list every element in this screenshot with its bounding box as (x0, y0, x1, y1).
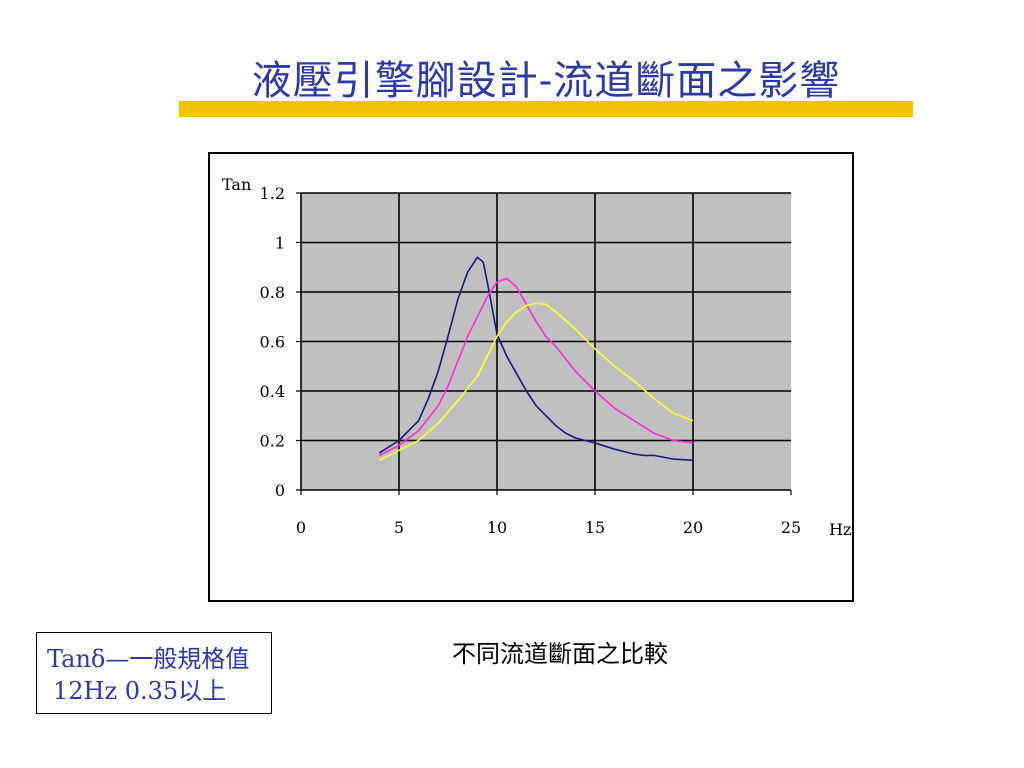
x-tick-label: 10 (487, 518, 507, 537)
x-tick-label: 5 (394, 518, 404, 537)
axes (296, 192, 792, 495)
series-lines (378, 256, 694, 462)
slide-title: 液壓引擎腳設計-流道斷面之影響 (251, 58, 841, 104)
x-tick-label: 25 (781, 518, 801, 537)
spec-line-2: 12Hz 0.35以上 (53, 677, 227, 705)
x-axis-label: Hz (829, 520, 851, 539)
series-line-2 (379, 277, 694, 457)
y-tick-label: 0.4 (260, 382, 285, 401)
tick-labels: 0 0.2 0.4 0.6 0.8 1 1.2 0 5 10 15 20 25 Tan Hz (222, 175, 851, 539)
x-tick-label: 20 (683, 518, 703, 537)
spec-line-1: Tanδ—一般規格值 (47, 645, 250, 673)
y-tick-label: 0.6 (260, 333, 285, 352)
x-tick-label: 0 (296, 518, 306, 537)
y-axis-label: Tan (222, 175, 251, 194)
spec-note-box: Tanδ—一般規格值 12Hz 0.35以上 (36, 632, 272, 714)
chart-frame: 0 0.2 0.4 0.6 0.8 1 1.2 0 5 10 15 20 25 Tan Hz (208, 152, 854, 602)
gridlines (301, 192, 791, 490)
y-tick-label: 1 (275, 234, 285, 253)
y-tick-label: 1.2 (260, 184, 285, 203)
x-tick-label: 15 (585, 518, 605, 537)
series-line-3 (379, 302, 694, 462)
title-underline-bar (179, 101, 913, 117)
y-tick-label: 0 (275, 481, 285, 500)
y-tick-label: 0.2 (260, 432, 285, 451)
chart-caption: 不同流道斷面之比較 (452, 640, 668, 668)
line-chart: 0 0.2 0.4 0.6 0.8 1 1.2 0 5 10 15 20 25 Tan Hz (222, 175, 851, 539)
y-tick-label: 0.8 (260, 283, 285, 302)
series-line-1 (378, 256, 694, 462)
